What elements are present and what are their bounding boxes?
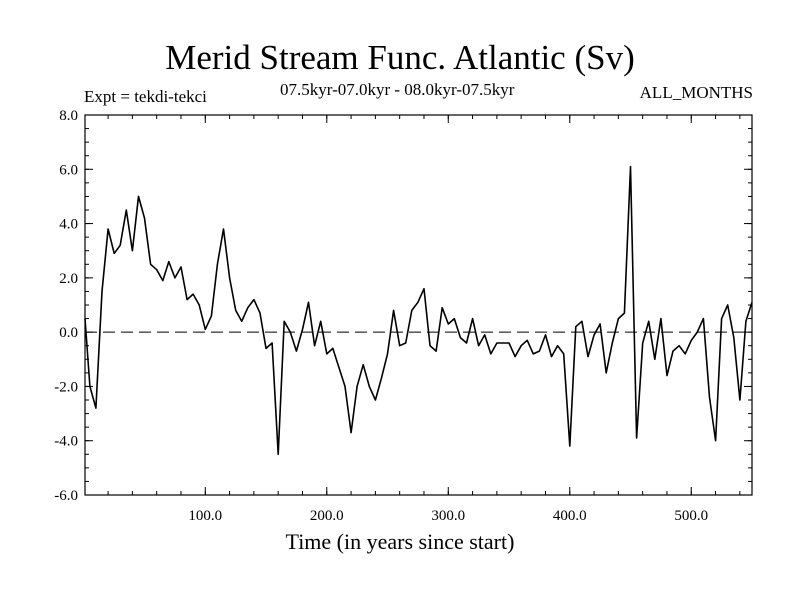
series-line (84, 165, 753, 456)
tick-group (85, 114, 752, 496)
x-tick-label: 300.0 (431, 508, 465, 524)
x-tick-label: 500.0 (674, 508, 708, 524)
experiment-label: Expt = tekdi-tekci (84, 87, 207, 106)
x-tick-label: 100.0 (188, 508, 222, 524)
y-tick-label: 6.0 (59, 162, 78, 178)
plot-frame (84, 114, 753, 496)
period-label: 07.5kyr-07.0kyr - 08.0kyr-07.5kyr (280, 80, 515, 99)
chart-title: Merid Stream Func. Atlantic (Sv) (165, 38, 635, 77)
y-tick-label: 4.0 (59, 217, 78, 233)
y-tick-label: 2.0 (59, 271, 78, 287)
y-tick-label: -4.0 (54, 434, 78, 450)
y-tick-label: -6.0 (54, 488, 78, 504)
months-label: ALL_MONTHS (639, 83, 753, 102)
y-tick-label: 8.0 (59, 108, 78, 124)
x-tick-label: 200.0 (310, 508, 344, 524)
x-tick-label: 400.0 (553, 508, 587, 524)
tick-label-group: -6.0 -4.0 -2.0 0.0 2.0 4.0 6.0 8.0 100.0 200.0 300… (54, 108, 708, 524)
y-tick-label: -2.0 (54, 379, 78, 395)
y-tick-label: 0.0 (59, 325, 78, 341)
x-axis-label: Time (in years since start) (285, 529, 515, 554)
